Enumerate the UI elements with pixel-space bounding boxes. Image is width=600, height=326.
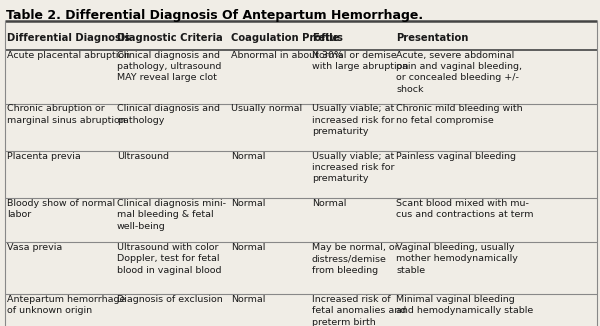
- Text: Fetus: Fetus: [312, 33, 343, 43]
- Text: Vaginal bleeding, usually
mother hemodynamically
stable: Vaginal bleeding, usually mother hemodyn…: [396, 243, 518, 275]
- Text: Usually viable; at
increased risk for
prematurity: Usually viable; at increased risk for pr…: [312, 152, 395, 184]
- Text: Normal: Normal: [231, 243, 265, 252]
- Text: Normal: Normal: [231, 295, 265, 304]
- Text: Ultrasound with color
Doppler, test for fetal
blood in vaginal blood: Ultrasound with color Doppler, test for …: [117, 243, 221, 275]
- Text: Abnormal in about 30%: Abnormal in about 30%: [231, 51, 343, 60]
- Text: Painless vaginal bleeding: Painless vaginal bleeding: [396, 152, 516, 161]
- Text: Normal: Normal: [231, 199, 265, 208]
- Text: Bloody show of normal
labor: Bloody show of normal labor: [7, 199, 115, 219]
- Text: Clinical diagnosis and
pathology, ultrasound
MAY reveal large clot: Clinical diagnosis and pathology, ultras…: [117, 51, 221, 82]
- Text: Clinical diagnosis mini-
mal bleeding & fetal
well-being: Clinical diagnosis mini- mal bleeding & …: [117, 199, 226, 231]
- Text: Presentation: Presentation: [396, 33, 469, 43]
- Text: Coagulation Profile: Coagulation Profile: [231, 33, 340, 43]
- Text: Acute placental abruption: Acute placental abruption: [7, 51, 130, 60]
- Text: Acute, severe abdominal
pain and vaginal bleeding,
or concealed bleeding +/-
sho: Acute, severe abdominal pain and vaginal…: [396, 51, 522, 94]
- Text: Normal: Normal: [231, 152, 265, 161]
- Text: Minimal vaginal bleeding
and hemodynamically stable: Minimal vaginal bleeding and hemodynamic…: [396, 295, 533, 316]
- Text: Increased risk of
fetal anomalies and
preterm birth: Increased risk of fetal anomalies and pr…: [312, 295, 406, 326]
- Text: Placenta previa: Placenta previa: [7, 152, 81, 161]
- Text: Antepartum hemorrhage
of unknown origin: Antepartum hemorrhage of unknown origin: [7, 295, 125, 316]
- Text: Clinical diagnosis and
pathology: Clinical diagnosis and pathology: [117, 104, 220, 125]
- Text: Ultrasound: Ultrasound: [117, 152, 169, 161]
- Text: Table 2. Differential Diagnosis Of Antepartum Hemorrhage.: Table 2. Differential Diagnosis Of Antep…: [6, 9, 423, 22]
- Text: Normal: Normal: [312, 199, 346, 208]
- Text: Chronic mild bleeding with
no fetal compromise: Chronic mild bleeding with no fetal comp…: [396, 104, 523, 125]
- Text: Diagnosis of exclusion: Diagnosis of exclusion: [117, 295, 223, 304]
- Text: Chronic abruption or
marginal sinus abruption: Chronic abruption or marginal sinus abru…: [7, 104, 126, 125]
- Text: Usually normal: Usually normal: [231, 104, 302, 113]
- Text: May be normal, or
distress/demise
from bleeding: May be normal, or distress/demise from b…: [312, 243, 398, 275]
- Text: Diagnostic Criteria: Diagnostic Criteria: [117, 33, 223, 43]
- Text: Scant blood mixed with mu-
cus and contractions at term: Scant blood mixed with mu- cus and contr…: [396, 199, 533, 219]
- Text: Vasa previa: Vasa previa: [7, 243, 62, 252]
- Text: Differential Diagnosis: Differential Diagnosis: [7, 33, 130, 43]
- Text: Normal or demise
with large abruption: Normal or demise with large abruption: [312, 51, 409, 71]
- Text: Usually viable; at
increased risk for
prematurity: Usually viable; at increased risk for pr…: [312, 104, 395, 136]
